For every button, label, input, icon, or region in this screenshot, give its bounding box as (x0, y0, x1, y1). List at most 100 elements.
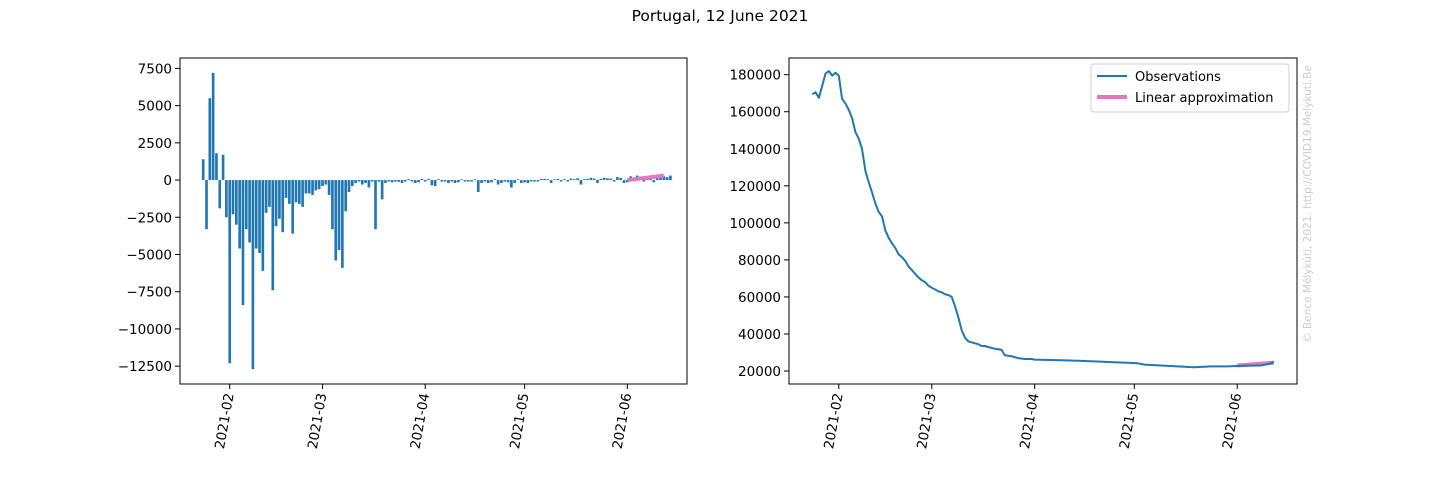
bar (211, 72, 215, 181)
bar (553, 179, 556, 181)
bar (606, 178, 609, 181)
bar (546, 179, 550, 181)
bar (539, 178, 543, 181)
bar (642, 180, 646, 182)
bar (307, 180, 311, 194)
bar (350, 180, 354, 187)
bar (360, 180, 364, 185)
bar (576, 178, 579, 181)
bar (619, 177, 623, 181)
bar (397, 180, 401, 182)
bar (463, 180, 467, 182)
bar (486, 180, 490, 184)
bar (503, 180, 507, 182)
bar (218, 180, 222, 209)
bar (278, 180, 281, 219)
linear-approximation-line (627, 173, 665, 183)
bar (549, 180, 553, 184)
bar (655, 177, 659, 181)
bar (516, 179, 520, 181)
bar (443, 180, 447, 182)
y-tick-label: −5000 (126, 247, 172, 263)
bar (374, 180, 377, 230)
bar (665, 177, 669, 181)
bar (559, 180, 563, 182)
bar (596, 180, 599, 184)
bar (284, 180, 288, 198)
legend-box (1090, 63, 1290, 113)
bar (347, 180, 351, 192)
bar (334, 180, 338, 261)
bar (612, 180, 616, 182)
x-tick-label: 2021-05 (507, 392, 533, 450)
bar (626, 180, 629, 183)
left-plot-frame (179, 57, 688, 385)
bar (354, 180, 357, 184)
bar (271, 180, 275, 291)
bar (337, 180, 341, 251)
bar (370, 180, 374, 182)
bar (327, 180, 331, 195)
bar (417, 180, 420, 183)
bar (573, 179, 576, 181)
bar (602, 177, 606, 181)
bar (569, 178, 573, 181)
bar (420, 178, 424, 181)
x-tick-label: 2021-02 (821, 392, 847, 450)
bar (586, 178, 589, 181)
bar (251, 180, 255, 370)
bar (457, 180, 460, 183)
bar (377, 180, 381, 182)
y-tick-label: −12500 (118, 359, 172, 375)
left-bar-chart: 7500 5000 2500 0 −2500 −5000 −7500 −10000 −12500… (118, 57, 688, 450)
bar (563, 179, 566, 181)
x-tick-label: 2021-06 (1220, 392, 1246, 450)
bar (556, 178, 560, 181)
y-tick-label: 100000 (729, 216, 781, 232)
bar (317, 180, 321, 189)
y-tick-label: 7500 (138, 61, 172, 77)
x-tick-label: 2021-03 (305, 392, 331, 450)
bar (437, 179, 440, 181)
bar (506, 180, 510, 183)
bar (321, 180, 324, 187)
bar (427, 178, 430, 181)
bar (248, 180, 251, 243)
y-tick-label: 60000 (738, 290, 781, 306)
bar (579, 180, 583, 185)
bar (519, 180, 523, 184)
y-tick-label: 5000 (138, 99, 172, 115)
bar (261, 180, 265, 271)
bar (294, 180, 298, 203)
watermark: © Bence Mélykúti, 2021. http://COVID19.M… (1302, 65, 1314, 343)
y-tick-label: 120000 (729, 179, 781, 195)
bar (264, 180, 268, 213)
bar (208, 98, 212, 181)
x-tick-label: 2021-02 (212, 392, 238, 450)
x-tick-label: 2021-06 (610, 392, 636, 450)
bar (304, 180, 308, 194)
bar (609, 178, 613, 181)
legend: Observations Linear approximation (1090, 63, 1290, 113)
bar (357, 180, 361, 182)
x-tick-label: 2021-03 (914, 392, 940, 450)
bar (324, 180, 328, 185)
bar (483, 180, 487, 182)
bar (433, 180, 437, 187)
bar (496, 180, 500, 185)
bar (341, 180, 344, 268)
bar (380, 180, 384, 200)
y-tick-label: 0 (163, 173, 172, 189)
bar (622, 180, 626, 184)
bar (367, 180, 371, 188)
bar (384, 180, 387, 184)
bar (533, 180, 536, 182)
y-tick-label: −10000 (118, 322, 172, 338)
observations-line (811, 70, 1275, 369)
bar (254, 180, 258, 249)
right-plot-frame (788, 57, 1298, 385)
y-tick-label: 40000 (738, 327, 781, 343)
bar (669, 175, 672, 181)
bar (536, 180, 540, 182)
bar (543, 178, 546, 181)
